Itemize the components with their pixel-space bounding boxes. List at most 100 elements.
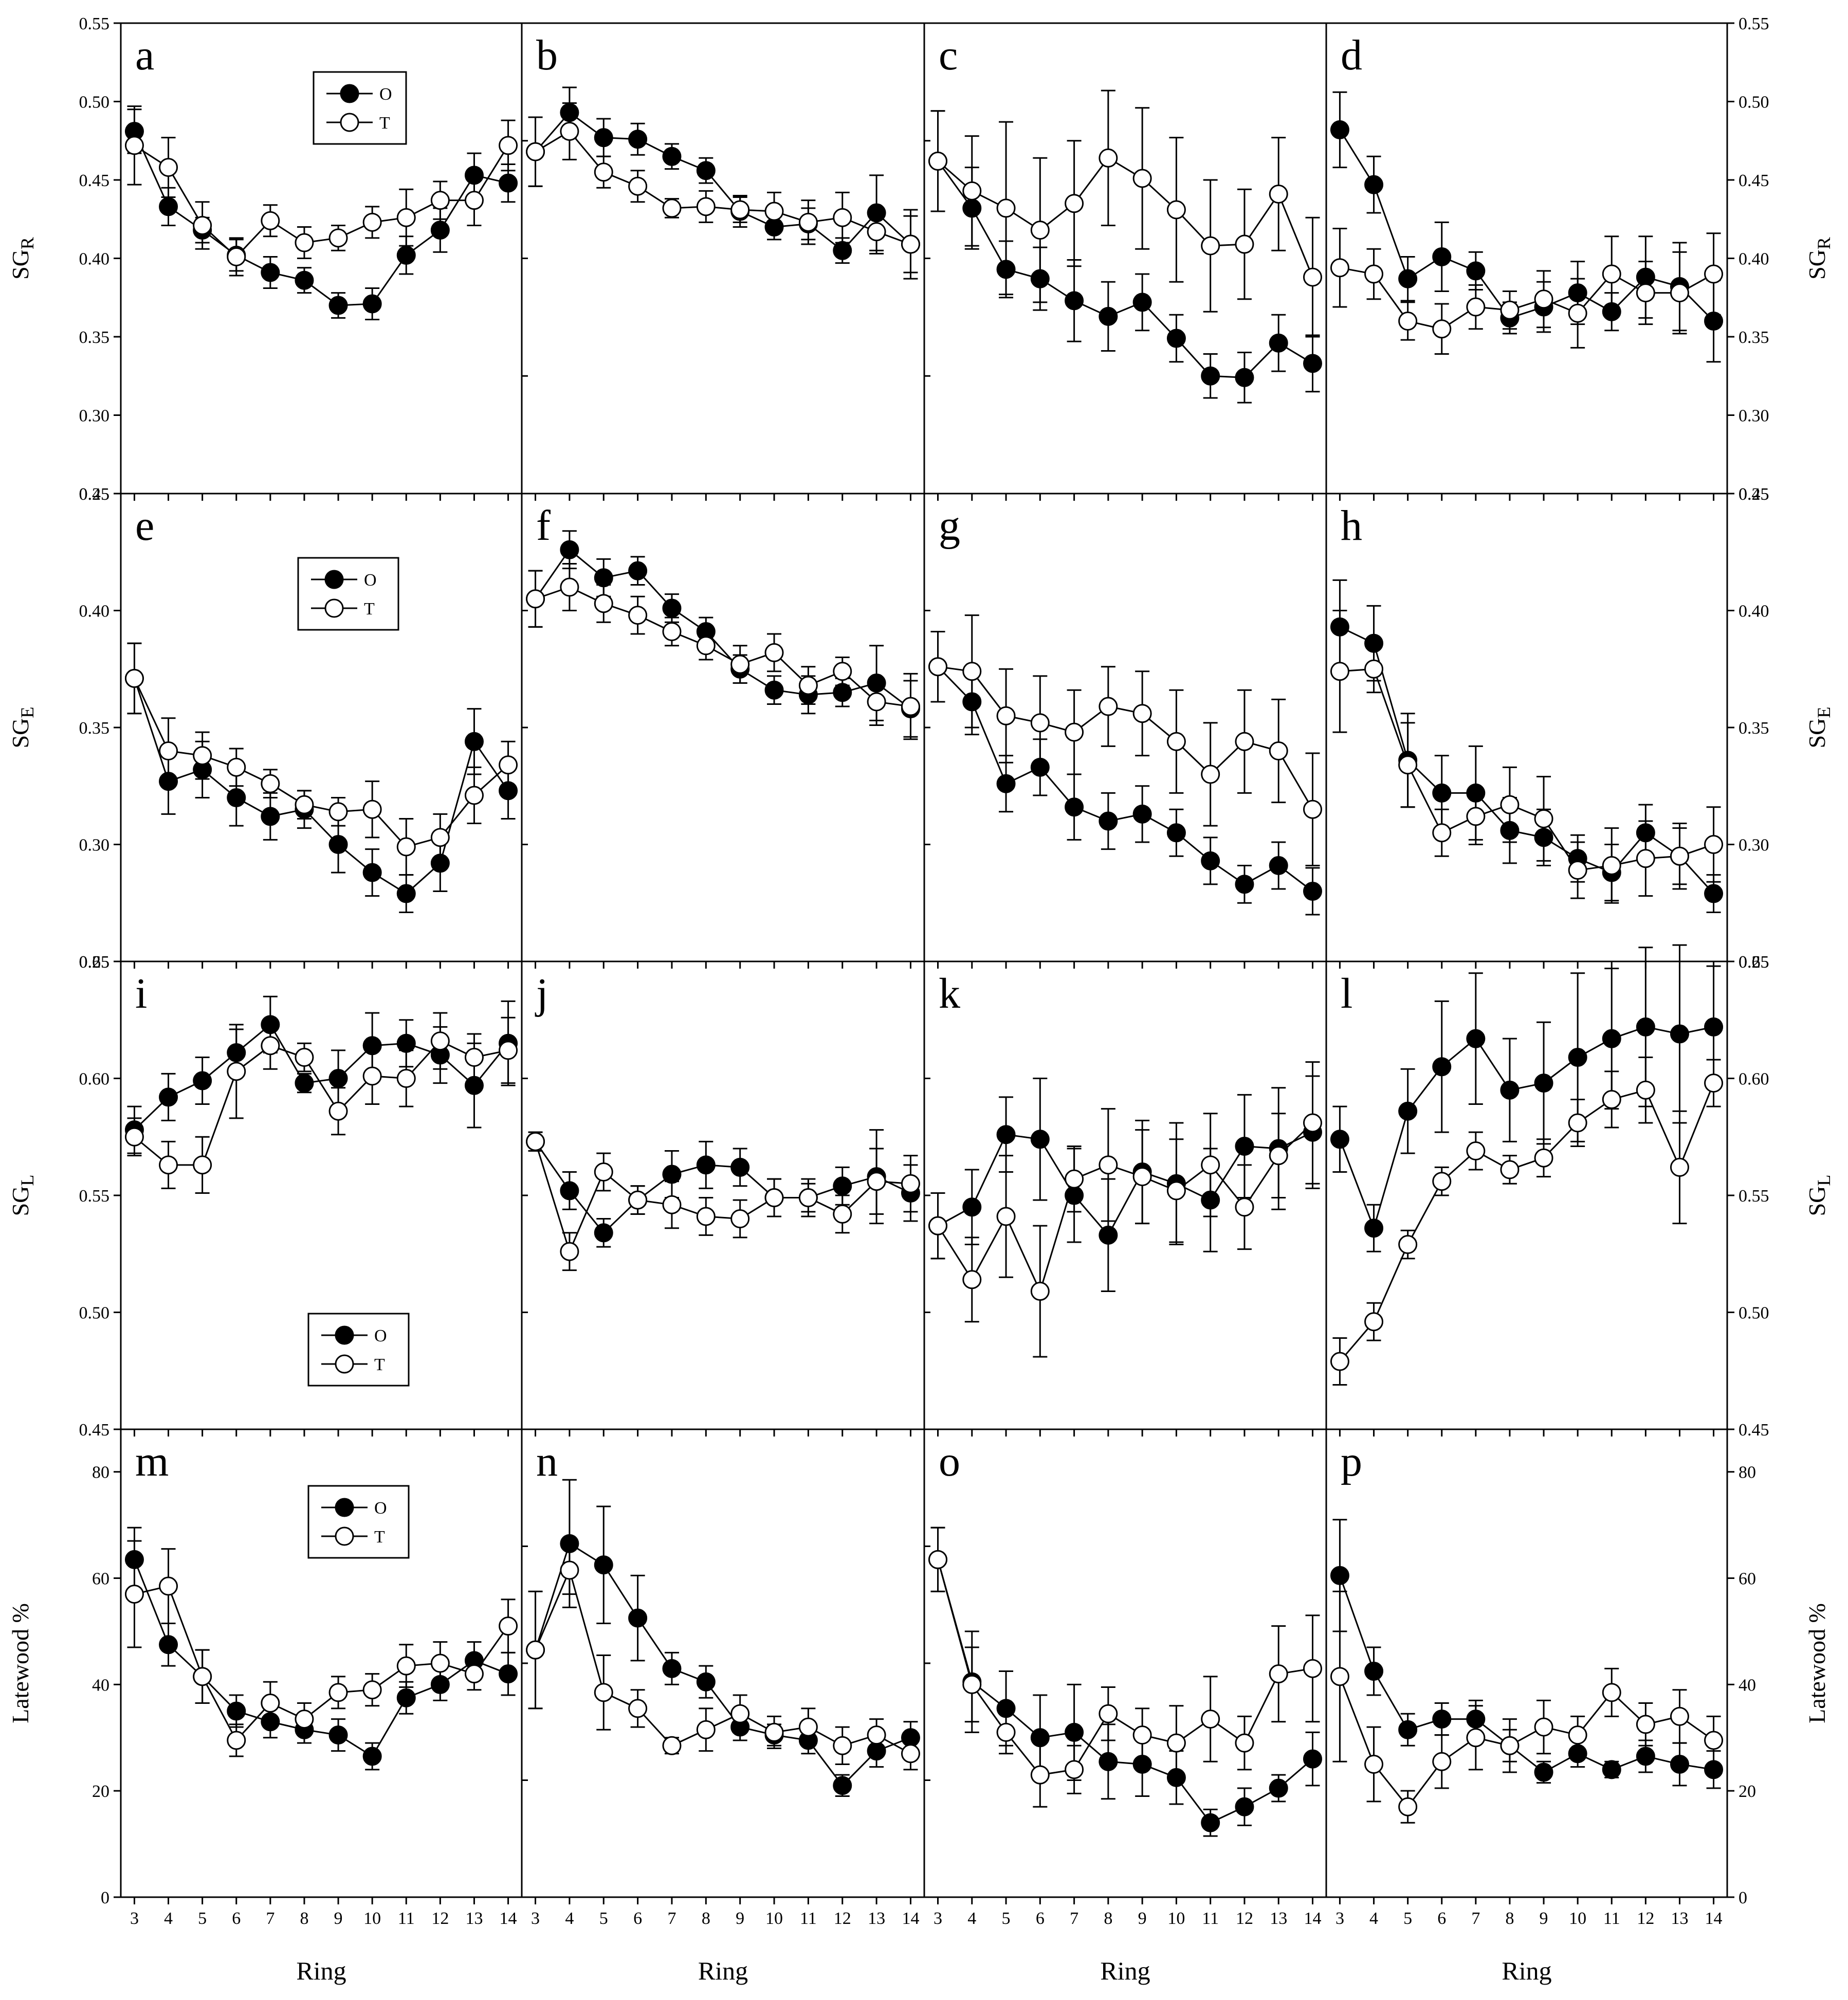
legend-label: O	[374, 1326, 387, 1346]
panel-letter: c	[939, 31, 958, 79]
data-point	[996, 198, 1016, 218]
data-point	[1432, 1710, 1452, 1729]
data-point	[1330, 662, 1349, 681]
y-tick-label: 0.45	[1739, 1421, 1769, 1440]
data-point	[1132, 1167, 1152, 1187]
data-point	[1099, 811, 1118, 831]
data-point	[1704, 1017, 1724, 1037]
x-tick-label: 7	[266, 1909, 275, 1928]
data-point	[227, 1701, 246, 1721]
data-point	[159, 741, 178, 760]
series-T	[928, 89, 1322, 338]
data-point	[396, 837, 416, 857]
y-tick-label: 60	[92, 1570, 109, 1589]
series-T	[1330, 228, 1724, 355]
panel-c: c	[923, 22, 1327, 501]
x-axis-title: Ring	[698, 1956, 748, 1985]
data-point	[1303, 882, 1322, 901]
y-tick-label: 0.25	[1739, 485, 1769, 504]
data-point	[1500, 795, 1520, 814]
data-point	[696, 636, 716, 656]
data-point	[560, 1242, 579, 1261]
x-tick-label: 11	[1603, 1909, 1620, 1928]
data-point	[526, 1132, 545, 1151]
data-point	[1269, 856, 1288, 875]
data-point	[1166, 823, 1186, 843]
data-point	[730, 1704, 750, 1723]
data-point	[1398, 755, 1418, 775]
data-point	[328, 228, 348, 248]
panel-letter: j	[535, 970, 548, 1017]
data-point	[662, 1659, 682, 1678]
x-tick-label: 13	[465, 1909, 483, 1928]
y-tick-label: 0.65	[1739, 953, 1769, 972]
x-tick-label: 6	[232, 1909, 241, 1928]
data-point	[295, 795, 314, 814]
y-tick-label: 0.50	[1739, 93, 1769, 112]
data-point	[430, 828, 450, 847]
legend-box	[313, 71, 407, 145]
y-tick-label: 0.30	[1739, 836, 1769, 855]
panel-o: 3 4 5 6 7 8 9 10 11 12 13 14 Ring o	[923, 1428, 1327, 1985]
x-tick-label: 3	[130, 1909, 139, 1928]
x-tick-label: 8	[1104, 1909, 1112, 1928]
data-point	[560, 540, 579, 559]
data-point	[867, 1725, 886, 1745]
data-point	[362, 799, 382, 819]
data-point	[833, 683, 852, 702]
data-point	[1568, 1113, 1587, 1133]
data-point	[996, 706, 1016, 725]
y-axis-title: SGE	[1804, 707, 1834, 749]
data-point	[1500, 1736, 1520, 1755]
series-T	[124, 105, 518, 277]
data-point	[1568, 1725, 1587, 1745]
data-point	[1670, 1157, 1689, 1177]
data-point	[662, 1195, 682, 1214]
data-point	[1466, 1728, 1486, 1748]
panel-frame	[1325, 1428, 1728, 1898]
data-point	[662, 147, 682, 166]
data-point	[1364, 1754, 1384, 1774]
data-point	[526, 142, 545, 161]
panel-p: 0 20 40 60 80 3 4 5 6 7 8 9 10 11 12 13 14 Ring Latewood %…	[1325, 1428, 1830, 1985]
data-point	[1099, 1225, 1118, 1245]
data-point	[996, 1125, 1016, 1144]
data-point	[261, 1036, 280, 1056]
x-tick-label: 5	[1403, 1909, 1412, 1928]
data-point	[159, 1155, 178, 1175]
panel-letter: n	[536, 1438, 558, 1485]
x-tick-label: 10	[1569, 1909, 1586, 1928]
data-point	[798, 676, 818, 695]
legend: OT	[307, 1485, 410, 1559]
data-point	[1201, 366, 1220, 386]
data-point	[1330, 1130, 1349, 1149]
data-point	[1166, 732, 1186, 751]
data-point	[560, 121, 579, 141]
data-point	[1364, 1662, 1384, 1681]
y-axis-title-subscript: L	[17, 1175, 38, 1186]
y-axis-title: SGL	[7, 1175, 38, 1216]
data-point	[328, 802, 348, 822]
series-line	[937, 1559, 1313, 1776]
x-tick-label: 9	[1138, 1909, 1147, 1928]
y-axis-title-subscript: L	[1814, 1175, 1834, 1186]
data-point	[1235, 1136, 1254, 1156]
data-point	[1432, 1752, 1452, 1771]
series-T	[124, 642, 518, 876]
data-point	[396, 1688, 416, 1707]
panel-letter: k	[939, 970, 960, 1017]
data-point	[1303, 354, 1322, 373]
data-point	[295, 233, 314, 252]
x-tick-label: 4	[967, 1909, 976, 1928]
data-point	[594, 594, 613, 613]
data-point	[362, 294, 382, 314]
data-point	[499, 1664, 518, 1684]
data-point	[867, 1172, 886, 1191]
data-point	[1269, 1664, 1288, 1684]
data-point	[628, 606, 648, 625]
y-tick-label: 0.35	[79, 328, 110, 347]
data-point	[962, 1197, 982, 1217]
y-tick-label: 20	[92, 1782, 109, 1801]
